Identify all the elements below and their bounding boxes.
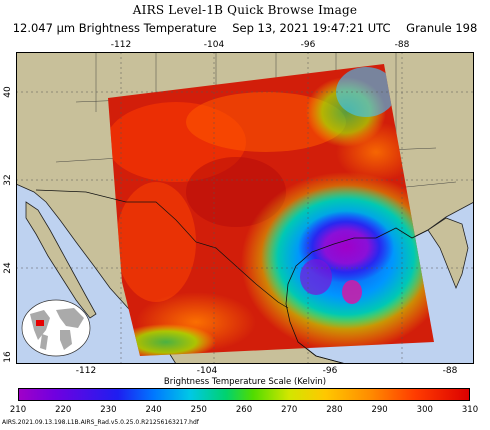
colorbar-label: 230 <box>100 405 117 415</box>
lat-tick-left: 16 <box>3 351 13 363</box>
lon-tick-top: -88 <box>394 40 410 50</box>
colorbar-label: 250 <box>190 405 207 415</box>
colorbar-label: 280 <box>326 405 343 415</box>
lon-tick-bottom: -112 <box>75 366 97 376</box>
brightness-temperature-map <box>16 52 474 364</box>
colorbar-label: 260 <box>235 405 253 415</box>
product-label: 12.047 μm Brightness Temperature <box>12 21 217 35</box>
lon-tick-top: -104 <box>203 40 225 50</box>
colorbar-label: 210 <box>9 405 27 415</box>
inset-location-marker <box>36 320 44 326</box>
colorbar-label: 310 <box>461 405 479 415</box>
footer-filename: AIRS.2021.09.13.198.L1B.AIRS_Rad.v5.0.25… <box>2 419 199 426</box>
lon-tick-top: -96 <box>300 40 316 50</box>
map-frame <box>16 52 474 364</box>
map-subtitle: 12.047 μm Brightness Temperature Sep 13,… <box>0 21 490 35</box>
colorbar-label: 290 <box>371 405 388 415</box>
colorbar-label: 220 <box>55 405 72 415</box>
airs-swath <box>108 64 434 356</box>
lat-tick-left: 40 <box>3 86 13 98</box>
lon-tick-bottom: -88 <box>442 366 458 376</box>
lon-tick-bottom: -96 <box>322 366 338 376</box>
colorbar-label: 240 <box>145 405 162 415</box>
lat-tick-left: 24 <box>3 262 13 274</box>
lon-tick-top: -112 <box>110 40 132 50</box>
lat-tick-left: 32 <box>3 174 13 186</box>
lon-tick-bottom: -104 <box>196 366 218 376</box>
lat-lon-grid <box>16 52 474 364</box>
colorbar-label: 300 <box>416 405 433 415</box>
florida-peninsula <box>427 217 469 290</box>
gulf-coastline <box>285 227 429 364</box>
world-inset-map <box>21 299 91 357</box>
datetime-label: Sep 13, 2021 19:47:21 UTC <box>232 21 391 35</box>
map-title: AIRS Level-1B Quick Browse Image <box>132 3 358 17</box>
temperature-colorbar <box>18 388 470 401</box>
scale-title: Brightness Temperature Scale (Kelvin) <box>163 377 327 387</box>
granule-label: Granule 198 <box>406 21 478 35</box>
colorbar-label: 270 <box>281 405 298 415</box>
us-mexico-border <box>35 189 289 309</box>
baja-peninsula <box>25 201 97 319</box>
